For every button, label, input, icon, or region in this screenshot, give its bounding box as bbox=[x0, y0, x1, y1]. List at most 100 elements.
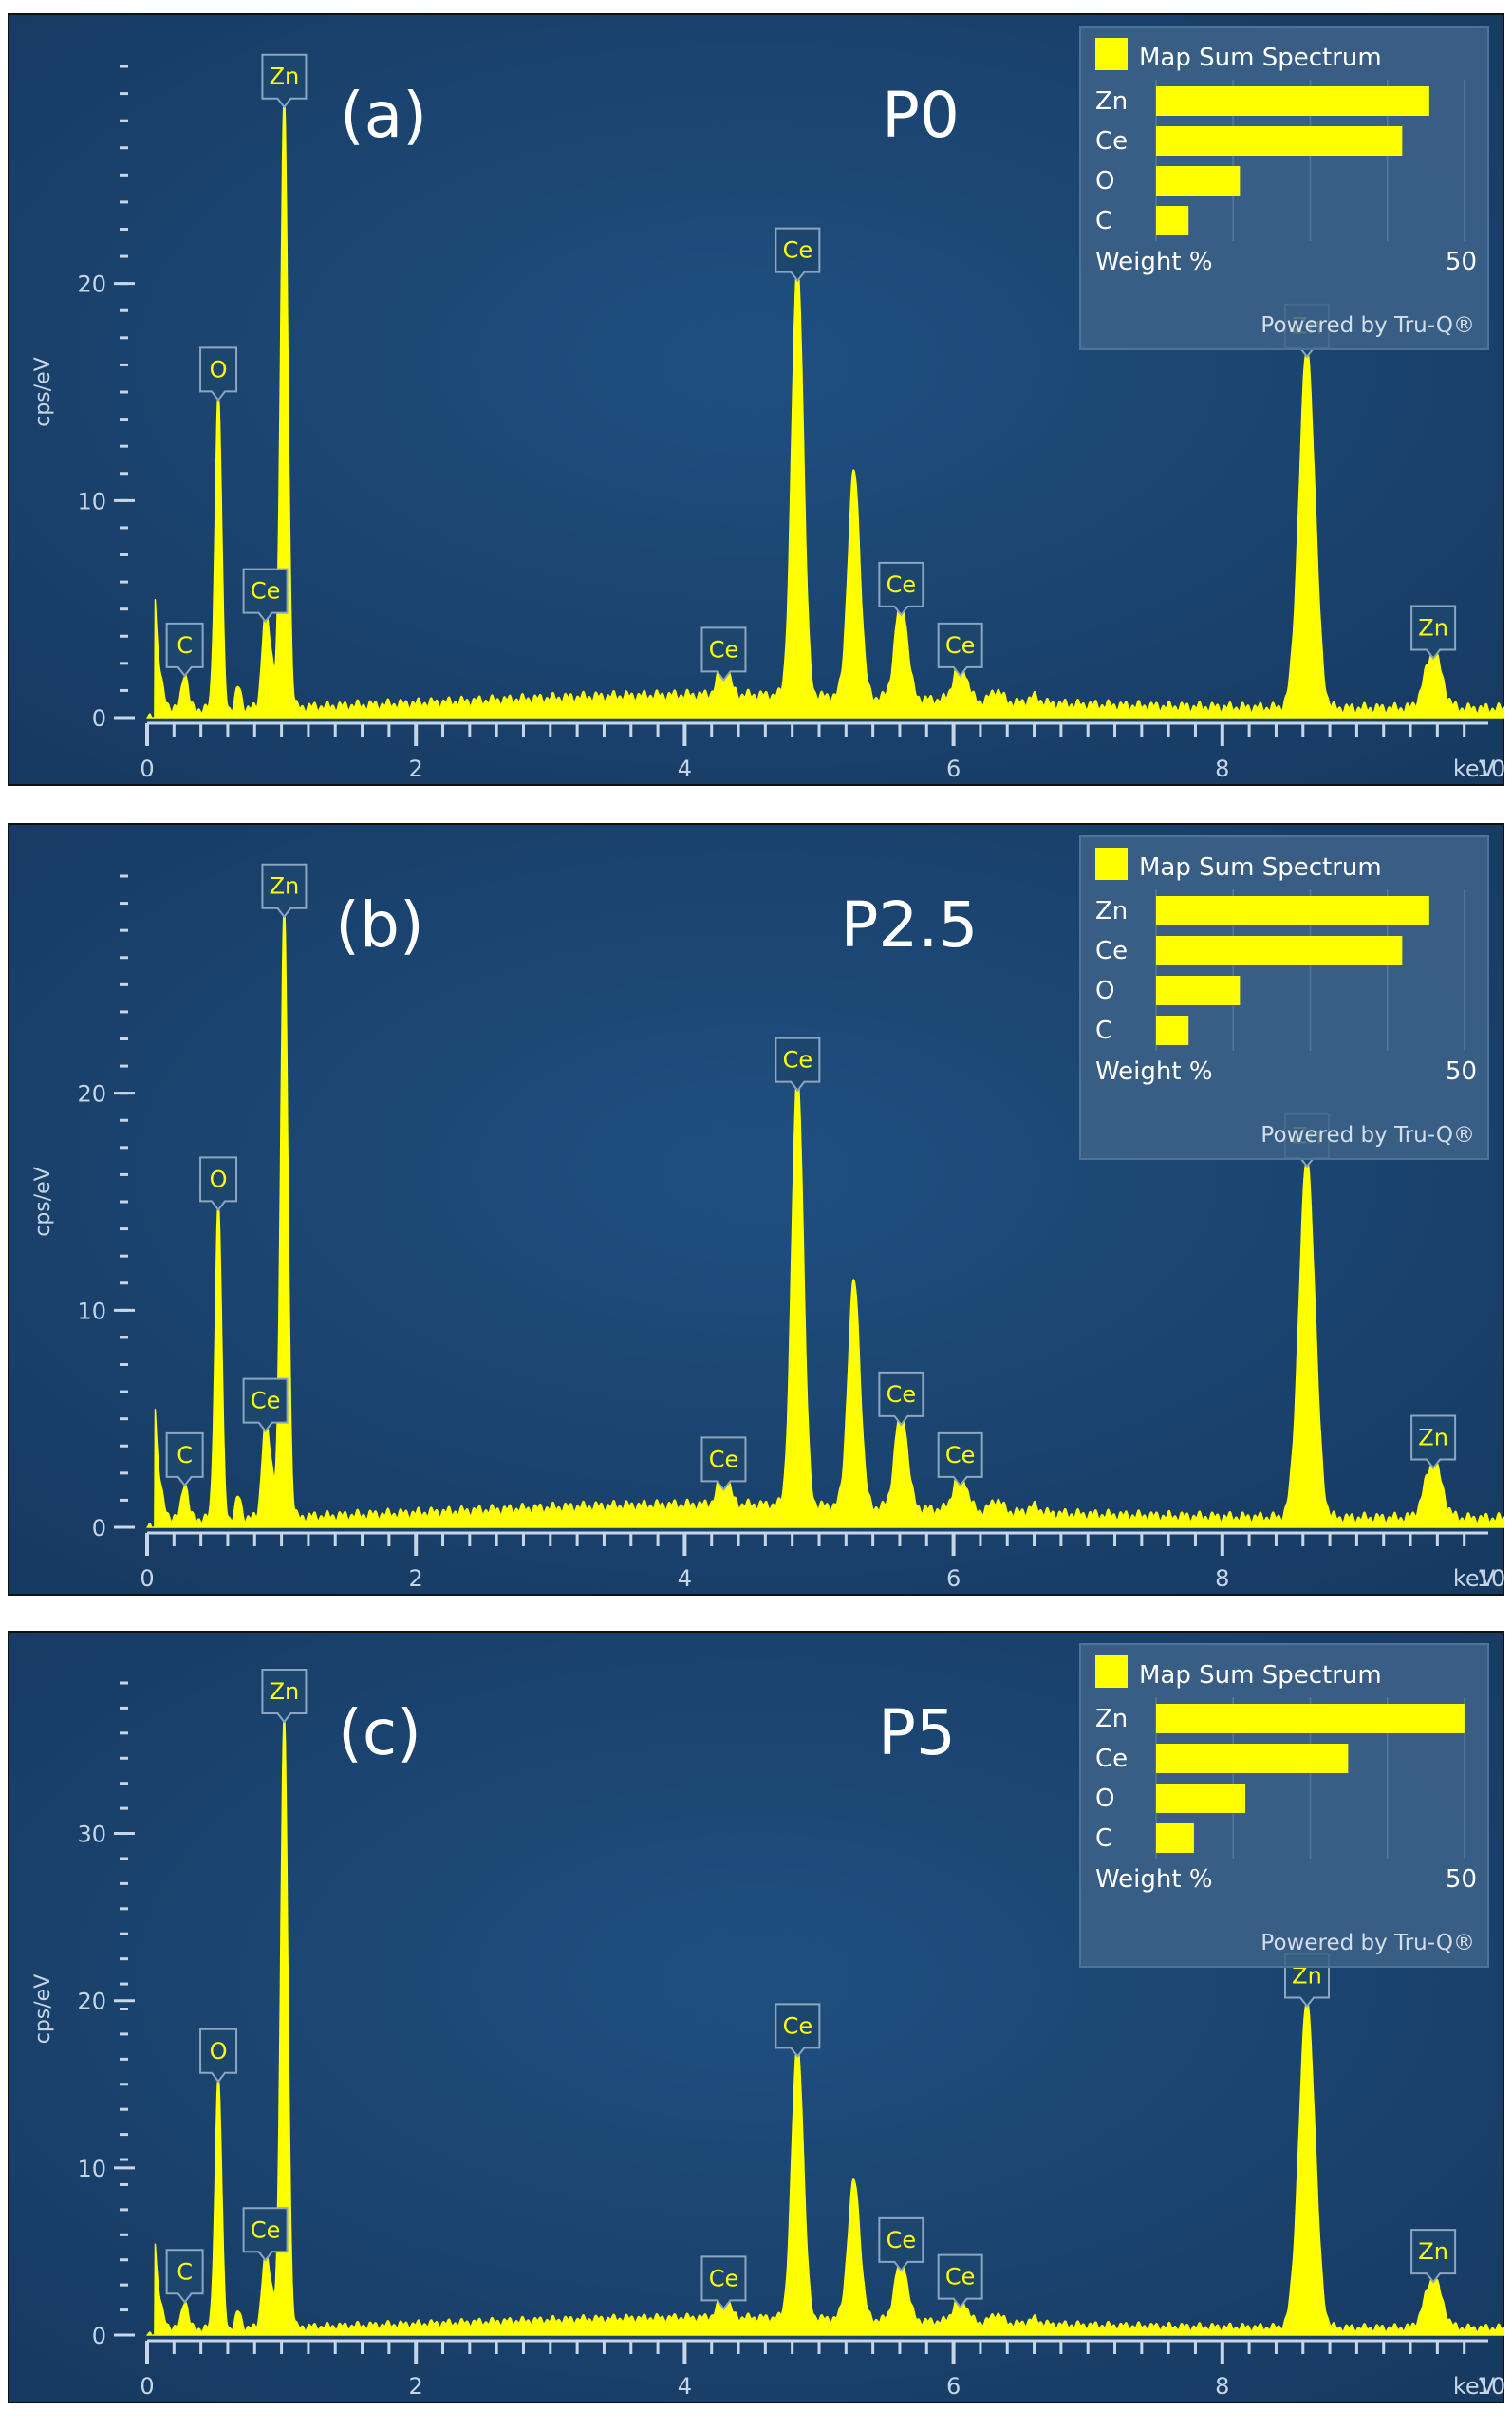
sample-name: P0 bbox=[882, 79, 960, 152]
x-tick-label: 4 bbox=[678, 756, 692, 782]
peak-tag-label: Zn bbox=[1418, 615, 1448, 642]
peak-tag-ce: Ce bbox=[700, 626, 747, 682]
legend-element-label: Ce bbox=[1095, 937, 1128, 965]
peak-tag-zn: Zn bbox=[261, 1669, 308, 1724]
peak-tag-c: C bbox=[165, 2249, 204, 2304]
legend-element-label: C bbox=[1095, 1824, 1112, 1853]
y-tick-label: 10 bbox=[77, 488, 106, 514]
peak-tag-box bbox=[199, 1156, 238, 1212]
legend-background bbox=[1079, 1643, 1489, 1968]
peak-tag-label: O bbox=[210, 1166, 228, 1192]
legend-element-label: O bbox=[1095, 1785, 1114, 1813]
legend-axis-max: 50 bbox=[1446, 1057, 1477, 1086]
peak-tag-box bbox=[878, 561, 924, 617]
peak-tag-ce: Ce bbox=[700, 2255, 747, 2310]
x-tick-label: 6 bbox=[946, 1565, 961, 1592]
legend-element-label: C bbox=[1095, 207, 1112, 235]
legend-box: Map Sum Spectrum Zn Ce OC Weight % 50 Powered … bbox=[1079, 1643, 1489, 1968]
x-tick-label: 4 bbox=[678, 2373, 692, 2400]
x-tick-label: 8 bbox=[1215, 2373, 1229, 2400]
peak-tag-ce: Ce bbox=[775, 1037, 821, 1093]
peak-tag-box bbox=[700, 2255, 747, 2310]
peak-tag-ce: Ce bbox=[937, 2253, 983, 2309]
peak-tag-label: O bbox=[210, 2038, 228, 2065]
peak-tag-label: Ce bbox=[251, 1388, 281, 1414]
legend-bar-ce bbox=[1156, 936, 1403, 965]
legend-footer: Powered by Tru-Q® bbox=[1260, 1123, 1475, 1148]
legend-bar-zn bbox=[1156, 1704, 1465, 1733]
legend-bar-c bbox=[1156, 1823, 1194, 1853]
peak-tag-box bbox=[775, 227, 821, 283]
peak-tag-box bbox=[937, 622, 983, 678]
peak-tag-box bbox=[775, 2003, 821, 2058]
peak-tag-label: Zn bbox=[270, 873, 300, 900]
peak-tag-box bbox=[1410, 2229, 1457, 2284]
peak-tag-label: Zn bbox=[270, 1678, 300, 1705]
peak-tag-label: Ce bbox=[251, 2216, 281, 2243]
y-axis-label: cps/eV bbox=[31, 1974, 55, 2045]
x-axis-label: keV bbox=[1453, 756, 1496, 782]
peak-tag-box bbox=[165, 1431, 204, 1487]
legend-background bbox=[1079, 835, 1489, 1160]
peak-tag-o: O bbox=[199, 1156, 238, 1212]
peak-tag-box bbox=[165, 2249, 204, 2304]
legend-background bbox=[1079, 26, 1489, 350]
x-tick-label: 0 bbox=[140, 756, 154, 782]
x-tick-label: 2 bbox=[409, 2373, 423, 2400]
x-tick-label: 4 bbox=[678, 1565, 692, 1592]
x-tick-label: 2 bbox=[409, 756, 423, 782]
legend-box: Map Sum Spectrum Zn Ce OC Weight % 50 Powered … bbox=[1079, 26, 1489, 350]
x-tick-label: 6 bbox=[946, 756, 961, 782]
peak-tag-ce: Ce bbox=[700, 1436, 747, 1492]
peak-tag-box bbox=[878, 1371, 924, 1427]
peak-tag-label: Zn bbox=[1418, 1425, 1448, 1451]
peak-tag-label: Ce bbox=[709, 2265, 739, 2291]
legend-bar-ce bbox=[1156, 126, 1403, 156]
peak-tag-zn: Zn bbox=[261, 863, 308, 919]
peak-tag-box bbox=[261, 863, 308, 919]
peak-tag-box bbox=[937, 1431, 983, 1487]
x-tick-label: 8 bbox=[1215, 1565, 1229, 1592]
legend-title: Map Sum Spectrum bbox=[1139, 44, 1382, 72]
y-tick-label: 10 bbox=[77, 2156, 106, 2182]
legend-axis-max: 50 bbox=[1446, 248, 1477, 276]
legend-bar-ce bbox=[1156, 1744, 1349, 1773]
legend-bar-o bbox=[1156, 976, 1241, 1005]
legend-box: Map Sum Spectrum Zn Ce OC Weight % 50 Powered … bbox=[1079, 835, 1489, 1160]
x-tick-label: 10 bbox=[1477, 2373, 1504, 2400]
peak-tag-zn: Zn bbox=[1410, 1414, 1457, 1470]
legend-footer: Powered by Tru-Q® bbox=[1260, 313, 1475, 338]
peak-tag-box bbox=[199, 346, 238, 402]
peak-tag-c: C bbox=[165, 1431, 204, 1487]
legend-element-label: Zn bbox=[1095, 1705, 1128, 1733]
sample-name: P2.5 bbox=[841, 888, 979, 962]
panel-label: (c) bbox=[338, 1696, 421, 1769]
peak-tag-box bbox=[261, 1669, 308, 1724]
peak-tag-o: O bbox=[199, 346, 238, 402]
x-tick-label: 10 bbox=[1477, 1565, 1504, 1592]
peak-tag-box bbox=[937, 2253, 983, 2309]
x-tick-label: 6 bbox=[946, 2373, 961, 2400]
y-tick-label: 30 bbox=[77, 1822, 106, 1848]
peak-tag-zn: Zn bbox=[1410, 605, 1457, 661]
y-tick-label: 0 bbox=[92, 1515, 106, 1542]
peak-tag-label: Ce bbox=[887, 1381, 917, 1408]
y-tick-label: 20 bbox=[77, 271, 106, 298]
legend-swatch bbox=[1095, 848, 1128, 880]
peak-tag-box bbox=[242, 2207, 289, 2262]
x-tick-label: 10 bbox=[1477, 756, 1504, 782]
peak-tag-label: Ce bbox=[945, 632, 976, 659]
peak-tag-box bbox=[261, 53, 308, 109]
peak-tag-box bbox=[1410, 1414, 1457, 1470]
spectrum-panel-1: 01020cps/eV0246810keVCOCeZnCeCeCeCeZnZn(… bbox=[8, 13, 1504, 786]
peak-tag-label: Ce bbox=[709, 1446, 739, 1472]
peak-tag-label: Ce bbox=[709, 636, 739, 663]
peak-tag-box bbox=[878, 2216, 924, 2272]
panel-background bbox=[8, 823, 1504, 1596]
legend-bar-zn bbox=[1156, 896, 1429, 925]
legend-swatch bbox=[1095, 38, 1128, 70]
